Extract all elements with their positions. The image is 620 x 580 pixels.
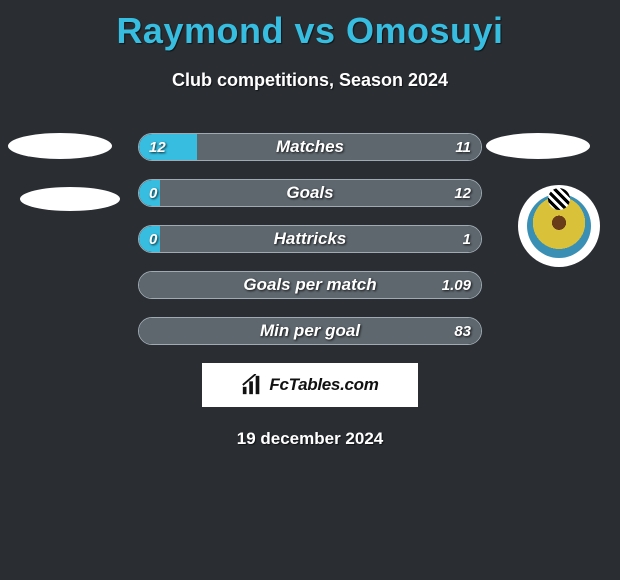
soccer-ball-icon	[548, 188, 570, 210]
stat-bar: 01Hattricks	[138, 225, 482, 253]
stat-bar: 1.09Goals per match	[138, 271, 482, 299]
bar-label: Matches	[139, 134, 481, 160]
snapshot-date: 19 december 2024	[0, 429, 620, 449]
stat-bars: 1211Matches 012Goals 01Hattricks 1.09Goals …	[138, 133, 482, 345]
page-title: Raymond vs Omosuyi	[0, 0, 620, 52]
subtitle: Club competitions, Season 2024	[0, 70, 620, 91]
player-left-placeholder-2	[20, 187, 120, 211]
site-logo[interactable]: FcTables.com	[202, 363, 418, 407]
logo-text: FcTables.com	[269, 375, 378, 395]
stat-bar: 1211Matches	[138, 133, 482, 161]
comparison-panel: 1211Matches 012Goals 01Hattricks 1.09Goals …	[0, 133, 620, 449]
bar-chart-icon	[241, 374, 263, 396]
player-left-placeholder-1	[8, 133, 112, 159]
player-right-club-badge	[518, 185, 600, 267]
stat-bar: 83Min per goal	[138, 317, 482, 345]
bar-label: Hattricks	[139, 226, 481, 252]
player-right-placeholder-1	[486, 133, 590, 159]
bar-label: Goals per match	[139, 272, 481, 298]
club-crest-icon	[527, 194, 591, 258]
stat-bar: 012Goals	[138, 179, 482, 207]
bar-label: Min per goal	[139, 318, 481, 344]
bar-label: Goals	[139, 180, 481, 206]
